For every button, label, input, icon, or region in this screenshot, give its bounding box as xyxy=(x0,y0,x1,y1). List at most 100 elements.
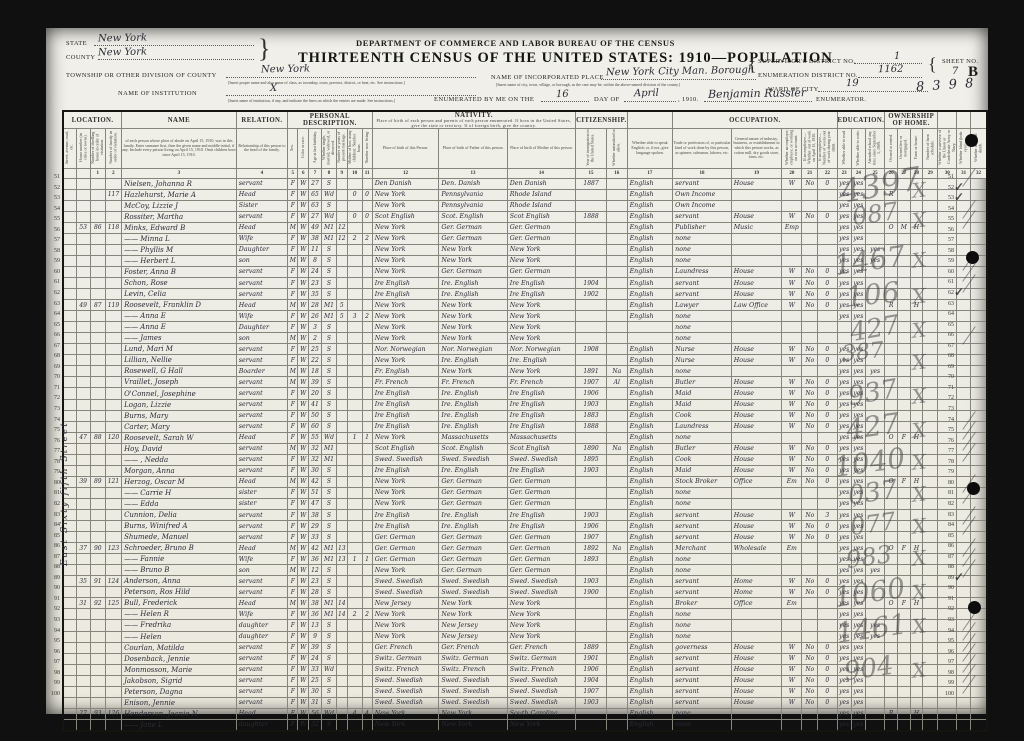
cell-ind-68 xyxy=(730,365,783,378)
cell-ns-85 xyxy=(922,553,939,566)
cell-wk-62: 0 xyxy=(817,299,838,312)
cell-bp-52: New York xyxy=(371,188,440,201)
cell-hn-80 xyxy=(75,497,91,511)
cell-ow-91 xyxy=(801,619,819,632)
cell-sch-73 xyxy=(864,420,886,433)
cell-cb-68 xyxy=(346,365,363,378)
line-number-left-93: 93 xyxy=(54,616,60,623)
cell-cl-95 xyxy=(361,663,373,676)
cell-fh-60 xyxy=(909,277,924,290)
cell-rd-74: yes xyxy=(836,431,852,444)
cell-bp-97: Swed. Swedish xyxy=(371,685,440,698)
cell-wr-53: yes xyxy=(850,199,866,212)
cell-wr-83: yes xyxy=(850,531,866,544)
cell-fh-89: H xyxy=(909,597,924,610)
cell-name-69: Vraillet, Joseph xyxy=(121,376,237,389)
person-row-67: Lillian, Nellie servant F W 22 S New York Ire. … xyxy=(62,354,988,367)
cell-age-99: 56 xyxy=(307,707,323,720)
cell-ow-52 xyxy=(801,188,819,201)
cell-age-55: 49 xyxy=(307,221,323,234)
cell-sex-96: F xyxy=(287,674,299,687)
cell-lang-85: English xyxy=(626,553,674,566)
cell-st-89 xyxy=(62,597,77,610)
person-row-55: 53 86 118 Minks, Edward B Head M W 49 M1 12 New Yo… xyxy=(62,221,988,234)
cell-cl-85: 1 xyxy=(361,553,373,566)
cell-rd-98: yes xyxy=(836,696,852,709)
cell-rel-99: Head xyxy=(235,707,289,720)
cell-fm-61 xyxy=(104,288,123,301)
cell-bpf-83: Ger. German xyxy=(438,531,508,544)
cell-emp-57 xyxy=(781,243,803,256)
person-row-64: —— Anna E Daughter F W 3 S New York New York New… xyxy=(62,321,988,334)
line-number-left-79: 79 xyxy=(54,469,60,476)
cell-fr-87 xyxy=(896,575,911,588)
cell-st-94 xyxy=(62,652,77,665)
cell-rd-65 xyxy=(836,332,852,345)
cell-color-60: W xyxy=(297,277,309,290)
cell-bl-98 xyxy=(956,696,971,709)
cell-wk-89 xyxy=(817,597,838,610)
line-number-right-61: 61 xyxy=(948,279,954,286)
cell-im-74 xyxy=(575,431,607,444)
cell-ns-88 xyxy=(922,586,939,599)
column-group-label: OWNERSHIP OF HOME. xyxy=(884,110,939,129)
cell-own-86 xyxy=(884,564,898,577)
cell-bpm-51: Den Danish xyxy=(506,177,577,190)
cell-ind-97: House xyxy=(730,685,783,698)
cell-name-89: Bull, Frederick xyxy=(121,597,237,610)
cell-wr-57: yes xyxy=(850,243,866,256)
cell-sch-94 xyxy=(864,652,886,665)
line-number-left-73: 73 xyxy=(54,406,60,413)
month-value: April xyxy=(633,87,659,100)
line-number-left-82: 82 xyxy=(54,500,60,507)
cell-ym-77 xyxy=(335,464,348,477)
cell-rd-83: yes xyxy=(836,531,852,544)
cell-ym-87 xyxy=(335,575,348,588)
cell-age-66: 25 xyxy=(307,343,323,356)
cell-hn-53 xyxy=(75,199,91,212)
column-group-label: NATIVITY. Place of birth of each person a… xyxy=(371,110,577,129)
cell-ns-99 xyxy=(922,707,939,720)
cell-df-53 xyxy=(969,199,988,212)
cell-lang-51: English xyxy=(626,177,674,190)
cell-im-72: 1883 xyxy=(575,409,607,422)
cell-dw-63 xyxy=(89,310,106,323)
line-number-right-73: 73 xyxy=(948,406,954,413)
cell-fh-90 xyxy=(909,608,924,621)
cell-own-99: R xyxy=(884,707,898,720)
cell-bl-92 xyxy=(956,630,971,643)
cell-color-61: W xyxy=(297,288,309,301)
cell-occ-72: Cook xyxy=(672,409,732,422)
cell-df-66 xyxy=(969,343,988,356)
cell-df-92 xyxy=(969,630,988,643)
cell-df-93 xyxy=(969,641,988,654)
cell-lang-58: English xyxy=(626,254,674,267)
cell-name-90: —— Helen R xyxy=(121,608,237,621)
cell-fm-85 xyxy=(104,553,123,566)
cell-ym-52 xyxy=(335,188,348,201)
cell-wr-71: yes xyxy=(850,398,866,411)
day-value: 16 xyxy=(555,88,569,101)
institution-rule xyxy=(226,95,476,96)
cell-fr-85 xyxy=(896,553,911,566)
cell-emp-84: Em xyxy=(781,542,803,555)
cell-sch-66 xyxy=(864,343,886,356)
cell-sch-71 xyxy=(864,398,886,411)
cell-sex-93: F xyxy=(287,641,299,654)
cell-ms-75: M1 xyxy=(321,442,337,455)
cell-ns-58 xyxy=(922,254,939,267)
person-row-54: Rossiter, Martha servant F W 27 Wd 0 0 Scot Engl… xyxy=(62,210,988,223)
cell-sch-67 xyxy=(864,354,886,367)
column-group-label: RELATION. xyxy=(235,110,289,129)
cell-ind-100 xyxy=(730,718,783,732)
enumerator-label: Enumerator. xyxy=(816,96,867,103)
cell-lang-99: English xyxy=(626,707,674,720)
cell-dw-77 xyxy=(89,464,106,477)
cell-fr-94 xyxy=(896,652,911,665)
cell-im-70: 1906 xyxy=(575,387,607,400)
cell-df-74 xyxy=(969,431,988,444)
cell-sch-82 xyxy=(864,520,886,533)
cell-df-88 xyxy=(969,586,988,599)
column-number-emp: 20 xyxy=(781,167,803,179)
cell-fr-69 xyxy=(896,376,911,389)
